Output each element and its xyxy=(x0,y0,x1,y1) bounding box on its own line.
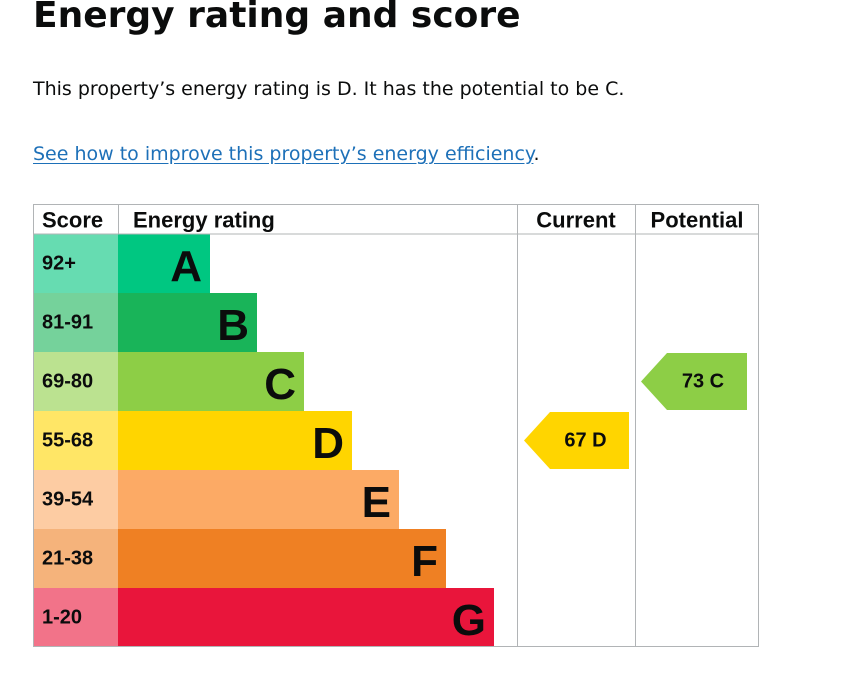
improve-efficiency-link[interactable]: See how to improve this property’s energ… xyxy=(33,143,534,165)
band-letter-f: F xyxy=(411,537,438,586)
score-cell-f xyxy=(33,529,118,588)
score-range-a: 92+ xyxy=(42,253,76,275)
score-range-c: 69-80 xyxy=(42,371,93,393)
header-current: Current xyxy=(536,208,616,233)
band-letter-c: C xyxy=(264,360,296,409)
band-bar-c xyxy=(118,352,304,411)
band-letter-g: G xyxy=(452,596,486,645)
current-rating-arrow xyxy=(524,412,629,469)
score-cell-d xyxy=(33,411,118,470)
score-cell-b xyxy=(33,293,118,352)
band-letter-e: E xyxy=(362,478,391,527)
link-full-stop: . xyxy=(533,143,540,165)
header-energy-rating: Energy rating xyxy=(133,208,275,233)
score-cell-a xyxy=(33,234,118,293)
energy-rating-svg: Score Energy rating Current Potential 92+ A 81… xyxy=(33,204,759,647)
band-letter-a: A xyxy=(170,242,202,291)
score-range-f: 21-38 xyxy=(42,548,93,570)
score-cell-c xyxy=(33,352,118,411)
score-range-e: 39-54 xyxy=(42,489,94,511)
score-range-b: 81-91 xyxy=(42,312,93,334)
table-border xyxy=(33,204,759,647)
energy-rating-chart: Score Energy rating Current Potential 92+ A 81… xyxy=(33,204,759,647)
score-range-g: 1-20 xyxy=(42,607,82,629)
rating-summary: This property’s energy rating is D. It h… xyxy=(33,78,625,100)
header-score: Score xyxy=(42,208,103,233)
page-title: Energy rating and score xyxy=(33,0,521,36)
band-bar-b xyxy=(118,293,257,352)
current-rating-value: 67 D xyxy=(564,430,606,452)
header-potential: Potential xyxy=(651,208,744,233)
score-cell-g xyxy=(33,588,118,647)
potential-rating-arrow xyxy=(641,353,747,410)
band-bar-d xyxy=(118,411,352,470)
band-bar-a xyxy=(118,234,210,293)
score-cell-e xyxy=(33,470,118,529)
potential-rating-value: 73 C xyxy=(682,371,724,393)
improve-link-line: See how to improve this property’s energ… xyxy=(33,141,540,167)
band-bar-f xyxy=(118,529,446,588)
band-letter-b: B xyxy=(217,301,249,350)
band-bar-e xyxy=(118,470,399,529)
score-range-d: 55-68 xyxy=(42,430,93,452)
band-bar-g xyxy=(118,588,494,647)
band-letter-d: D xyxy=(312,419,344,468)
